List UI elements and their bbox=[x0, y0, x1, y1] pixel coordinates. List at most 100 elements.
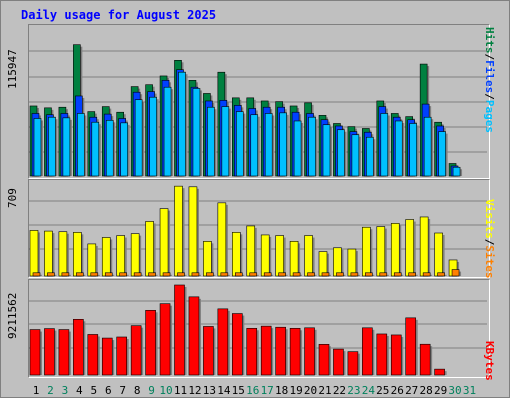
sites-bar bbox=[104, 272, 113, 277]
sites-bar bbox=[451, 269, 460, 277]
kbytes-bar bbox=[434, 368, 445, 376]
pages-bar bbox=[322, 124, 331, 177]
pages-bar bbox=[91, 121, 100, 177]
pages-bar bbox=[207, 106, 215, 177]
sites-bar bbox=[191, 272, 200, 277]
pages-bar bbox=[221, 106, 230, 177]
day-label: 22 bbox=[333, 384, 346, 397]
pages-bar bbox=[438, 131, 446, 177]
visits-bar bbox=[174, 185, 183, 277]
visits-bar bbox=[318, 251, 328, 277]
day-label: 28 bbox=[420, 384, 433, 397]
visits-bar bbox=[29, 230, 39, 277]
pages-bar bbox=[423, 116, 432, 177]
kbytes-bar bbox=[376, 333, 388, 376]
day-label: 14 bbox=[217, 384, 231, 397]
kbytes-bar bbox=[174, 284, 185, 376]
sites-bar bbox=[336, 272, 344, 277]
kbytes-bar bbox=[217, 308, 229, 376]
day-label: 20 bbox=[304, 384, 317, 397]
pages-bar bbox=[149, 96, 157, 177]
kbytes-bar bbox=[304, 327, 315, 376]
sites-bar bbox=[220, 272, 229, 277]
sites-bar bbox=[32, 272, 41, 277]
pages-bar bbox=[48, 116, 56, 177]
kbytes-bar bbox=[29, 329, 41, 376]
kbytes-bar bbox=[101, 337, 113, 376]
sites-bar bbox=[133, 272, 142, 277]
day-label: 21 bbox=[318, 384, 331, 397]
visits-bar bbox=[203, 241, 212, 277]
day-label: 5 bbox=[90, 384, 97, 397]
visits-bar bbox=[159, 208, 169, 277]
kbytes-bar bbox=[73, 319, 84, 376]
day-label: 11 bbox=[174, 384, 187, 397]
sites-bar bbox=[379, 272, 388, 277]
kbytes-bar bbox=[289, 327, 301, 376]
day-label: 27 bbox=[405, 384, 418, 397]
pages-bar bbox=[293, 120, 302, 177]
visits-bar bbox=[333, 247, 342, 277]
pages-bar bbox=[351, 134, 360, 177]
sites-bar bbox=[249, 272, 258, 277]
visits-bar bbox=[130, 233, 140, 277]
pages-bar bbox=[236, 111, 244, 177]
kbytes-bar bbox=[232, 313, 243, 376]
visits-bar bbox=[347, 248, 357, 277]
pages-bar bbox=[279, 112, 287, 177]
day-label: 18 bbox=[275, 384, 288, 397]
visits-bar bbox=[188, 186, 198, 277]
pages-bar bbox=[409, 123, 418, 177]
pages-bar bbox=[380, 113, 389, 177]
kbytes-bar bbox=[390, 334, 402, 376]
sites-bar bbox=[292, 272, 301, 277]
kbytes-bar bbox=[347, 351, 359, 376]
sites-bar bbox=[235, 272, 243, 277]
day-label: 31 bbox=[463, 384, 476, 397]
day-label: 10 bbox=[159, 384, 172, 397]
day-label: 17 bbox=[261, 384, 274, 397]
pages-bar bbox=[77, 113, 85, 177]
sites-bar bbox=[206, 272, 214, 277]
day-label: 7 bbox=[119, 384, 126, 397]
sites-bar bbox=[321, 272, 330, 277]
sites-bar bbox=[162, 272, 171, 277]
visits-bar bbox=[376, 226, 386, 277]
visits-bar bbox=[87, 243, 97, 277]
pages-bar bbox=[250, 114, 259, 177]
sites-bar bbox=[148, 272, 156, 277]
kbytes-bar bbox=[318, 344, 330, 376]
pages-bar bbox=[62, 117, 71, 177]
visits-bar bbox=[289, 241, 299, 277]
sites-bar bbox=[422, 272, 431, 277]
day-label: 12 bbox=[188, 384, 201, 397]
kbytes-bar bbox=[203, 326, 214, 376]
sites-bar bbox=[437, 272, 445, 277]
pages-bar bbox=[33, 118, 42, 177]
visits-bar bbox=[304, 235, 313, 277]
day-label: 16 bbox=[246, 384, 259, 397]
visits-bar bbox=[217, 202, 227, 277]
kbytes-bar bbox=[362, 327, 373, 376]
visits-bar bbox=[419, 216, 429, 277]
sites-bar bbox=[47, 272, 55, 277]
kbytes-bar bbox=[58, 329, 70, 376]
day-label: 30 bbox=[448, 384, 461, 397]
day-label: 25 bbox=[376, 384, 389, 397]
day-label: 6 bbox=[105, 384, 112, 397]
pages-bar bbox=[105, 120, 114, 177]
pages-bar bbox=[366, 136, 374, 177]
kbytes-bar bbox=[275, 326, 286, 376]
day-label: 8 bbox=[134, 384, 141, 397]
sites-bar bbox=[76, 272, 84, 277]
day-label: 4 bbox=[76, 384, 83, 397]
pages-bar bbox=[308, 116, 316, 177]
sites-bar bbox=[365, 272, 373, 277]
sites-bar bbox=[278, 272, 286, 277]
visits-bar bbox=[44, 230, 53, 277]
kbytes-bar bbox=[260, 325, 272, 376]
chart-title: Daily usage for August 2025 bbox=[21, 8, 217, 22]
kbytes-bar bbox=[419, 343, 431, 376]
pages-bar bbox=[264, 113, 273, 177]
